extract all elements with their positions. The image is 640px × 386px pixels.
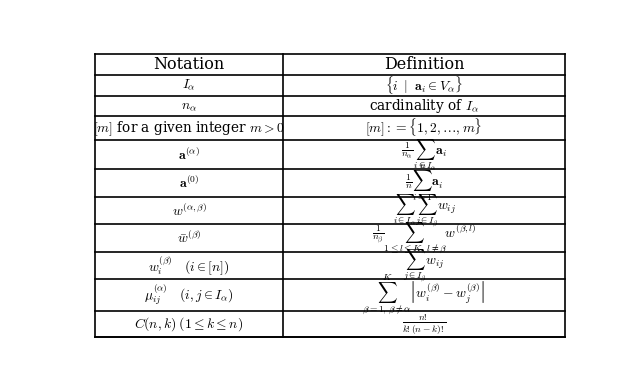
Text: $n_{\alpha}$: $n_{\alpha}$ <box>181 99 197 113</box>
Text: cardinality of $I_{\alpha}$: cardinality of $I_{\alpha}$ <box>369 97 479 115</box>
Text: $\mathbf{a}^{(0)}$: $\mathbf{a}^{(0)}$ <box>179 174 199 191</box>
Text: $\bar{w}^{(\beta)}$: $\bar{w}^{(\beta)}$ <box>177 230 201 247</box>
Text: $[m]:=\{1,2,\ldots,m\}$: $[m]:=\{1,2,\ldots,m\}$ <box>365 117 483 139</box>
Text: $\sum_{j\in I_{\beta}} w_{ij}$: $\sum_{j\in I_{\beta}} w_{ij}$ <box>403 247 445 284</box>
Text: $[m]$ for a given integer $m>0$: $[m]$ for a given integer $m>0$ <box>93 119 285 137</box>
Text: $\sum_{\beta=1,\,\beta\neq\alpha}^{K}\left|w_i^{(\beta)}-w_j^{(\beta)}\right|$: $\sum_{\beta=1,\,\beta\neq\alpha}^{K}\le… <box>362 273 486 317</box>
Text: $\mathbf{a}^{(\alpha)}$: $\mathbf{a}^{(\alpha)}$ <box>178 146 200 163</box>
Text: $\frac{1}{n_{\alpha}}\sum_{i\in I_{\alpha}}\mathbf{a}_i$: $\frac{1}{n_{\alpha}}\sum_{i\in I_{\alph… <box>401 137 447 172</box>
Text: $I_{\alpha}$: $I_{\alpha}$ <box>182 78 196 92</box>
Text: $w_i^{(\beta)}\quad(i\in[n])$: $w_i^{(\beta)}\quad(i\in[n])$ <box>148 254 230 277</box>
Text: $C(n,k)\;(1\leq k\leq n)$: $C(n,k)\;(1\leq k\leq n)$ <box>134 315 243 333</box>
Text: Notation: Notation <box>154 56 225 73</box>
Text: $\frac{n!}{k!(n-k)!}$: $\frac{n!}{k!(n-k)!}$ <box>402 312 446 336</box>
Text: $\sum_{i\in I_{\alpha}}\sum_{j\in I_{\beta}} w_{ij}$: $\sum_{i\in I_{\alpha}}\sum_{j\in I_{\be… <box>392 192 456 229</box>
Text: $\frac{1}{n_{\beta}}\sum_{1\leq l\leq K,\,l\neq\beta} w^{(\beta,l)}$: $\frac{1}{n_{\beta}}\sum_{1\leq l\leq K,… <box>372 220 476 256</box>
Text: $\mu_{ij}^{(\alpha)}\quad(i,j\in I_{\alpha})$: $\mu_{ij}^{(\alpha)}\quad(i,j\in I_{\alp… <box>144 283 234 307</box>
Text: $w^{(\alpha,\beta)}$: $w^{(\alpha,\beta)}$ <box>172 202 206 219</box>
Text: $\frac{1}{n}\sum_{i=1}^{n}\mathbf{a}_i$: $\frac{1}{n}\sum_{i=1}^{n}\mathbf{a}_i$ <box>405 163 443 203</box>
Text: Definition: Definition <box>384 56 464 73</box>
Text: $\{i\ \mid\ \mathbf{a}_i \in V_{\alpha}\}$: $\{i\ \mid\ \mathbf{a}_i \in V_{\alpha}\… <box>385 74 463 96</box>
